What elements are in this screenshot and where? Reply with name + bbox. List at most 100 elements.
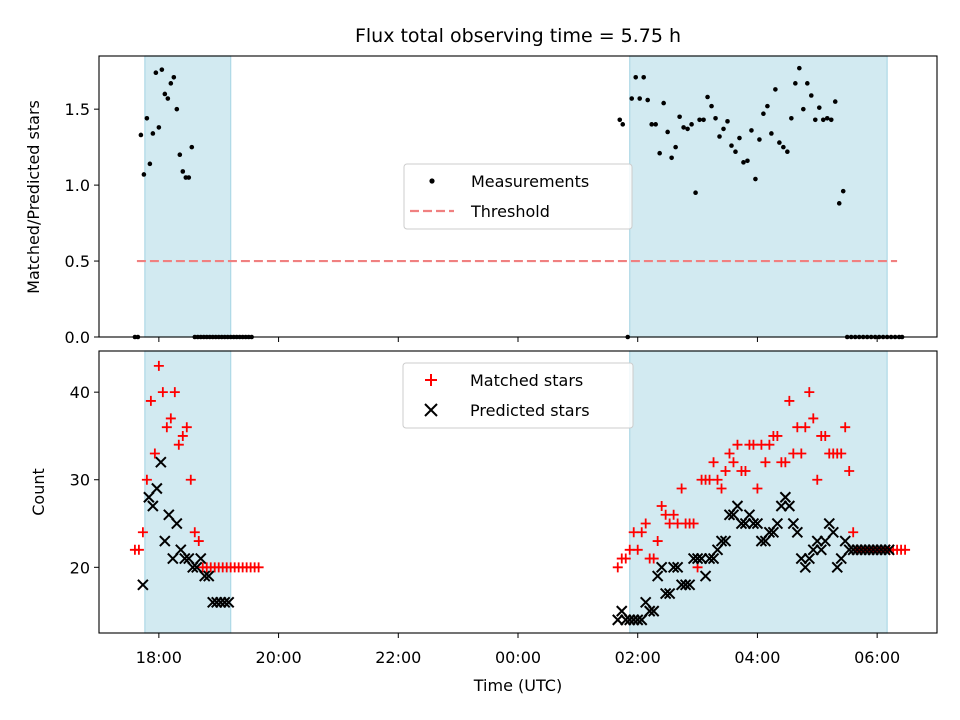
measurement-point [649,122,654,127]
matched-stars-point [189,527,200,538]
legend-label: Measurements [471,172,589,191]
matched-stars-point [780,457,791,468]
measurement-point [617,117,623,123]
measurement-point [669,155,674,161]
measurement-point [693,190,698,196]
matched-stars-point [149,448,160,459]
measurement-point [174,106,180,112]
measurement-point [629,96,635,101]
matched-stars-point [169,387,180,398]
matched-stars-point [181,422,192,433]
matched-stars-point [133,544,144,555]
predicted-stars-point [616,605,628,617]
measurement-point [805,81,810,86]
measurement-point [144,115,150,121]
predicted-stars-point [723,509,736,521]
measurement-point [620,122,626,127]
matched-stars-point [844,465,855,476]
predicted-stars-point [151,482,163,495]
measurement-point [661,100,666,106]
predicted-stars-point [779,491,792,503]
measurement-point [162,91,168,97]
measurement-point [681,125,686,130]
predicted-stars-point [159,535,171,547]
predicted-stars-point [691,552,704,565]
measurement-point [717,134,722,139]
measurement-point [138,132,144,138]
measurement-point [186,175,192,180]
measurement-point [673,144,678,150]
predicted-stars-point [791,526,804,538]
measurement-point [641,74,646,80]
legend-marker [424,403,438,417]
predicted-stars-point [831,561,843,574]
matched-stars-point [177,430,188,441]
matched-stars-point [620,553,631,564]
x-tick-label: 02:00 [615,648,661,667]
predicted-stars-point [635,614,648,626]
predicted-stars-point [187,561,199,574]
predicted-stars-point [683,579,696,591]
matched-stars-point [153,360,164,371]
predicted-stars-point [735,517,748,530]
measurement-point [677,114,682,120]
measurement-point [801,106,806,112]
predicted-stars-point [803,552,816,565]
measurement-point [697,117,702,123]
measurement-point [773,87,778,92]
top-legend: Measurements Threshold [403,163,633,230]
measurement-point [705,94,710,100]
predicted-stars-point [763,526,776,538]
legend-box [402,362,634,429]
matched-stars-point [784,395,795,406]
predicted-stars-point [195,552,207,565]
legend-marker [429,178,435,184]
predicted-stars-point [175,544,187,556]
measurement-point [789,115,794,121]
measurement-point [753,176,758,182]
measurement-point [153,70,159,76]
measurement-point [159,67,165,72]
matched-stars-point [900,544,911,555]
predicted-stars-point [199,570,211,582]
matched-stars-point [161,422,172,433]
measurement-point [769,131,774,136]
legend-label: Threshold [470,202,550,221]
predicted-stars-point [155,456,167,468]
predicted-stars-point [183,552,195,565]
matched-stars-point [752,483,763,494]
x-tick-label: 04:00 [734,648,780,667]
matched-stars-point [612,562,623,573]
matched-stars-point [193,536,204,547]
predicted-stars-point [655,561,668,574]
predicted-stars-point [783,500,796,512]
measurement-point [737,135,742,141]
x-tick-label: 06:00 [854,648,900,667]
matched-stars-point [840,422,851,433]
predicted-stars-point [755,535,768,547]
x-tick-label: 00:00 [495,648,541,667]
measurement-point [645,97,650,103]
predicted-stars-point [839,535,851,547]
measurement-point [657,150,662,156]
predicted-stars-point [203,570,215,582]
matched-stars-point [820,430,831,441]
predicted-stars-point [137,579,149,591]
matched-stars-point [145,395,156,406]
measurement-point [757,137,762,142]
matched-stars-point [652,536,663,547]
matched-stars-point [760,457,771,468]
measurement-point [777,140,782,145]
predicted-stars-point [707,552,720,565]
matched-stars-point [157,387,168,398]
matched-stars-point [812,474,823,485]
matched-stars-point [648,553,659,564]
x-tick-label: 18:00 [136,648,182,667]
measurement-point [765,103,770,109]
measurement-point [165,96,171,101]
measurement-point [177,152,183,158]
legend-label: Matched stars [470,371,583,390]
matched-stars-point [772,430,783,441]
predicted-stars-point [663,587,676,600]
measurement-point [816,105,822,110]
